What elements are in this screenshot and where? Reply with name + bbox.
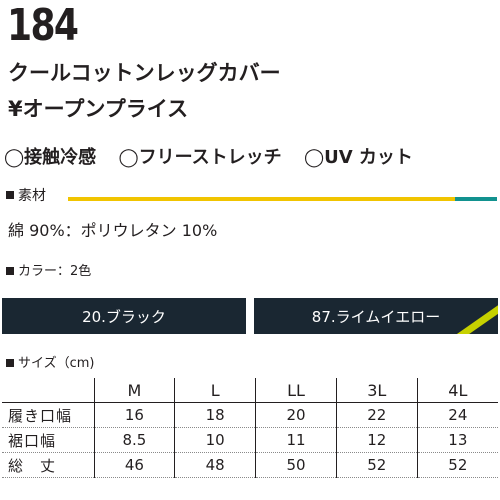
color-heading-label: カラー：2色 [18,264,92,279]
square-bullet-icon [6,191,14,199]
color-swatch-lime-yellow: 87.ライムイエロー [254,298,498,334]
table-cell: 16 [93,402,175,428]
feature-uv-cut: ◯UV カット [303,147,413,168]
color-swatch-black: 20.ブラック [2,298,246,334]
material-bar [68,197,497,201]
size-heading: サイズ（cm) [6,355,95,373]
table-cell: 8.5 [93,427,175,453]
table-cell: 50 [255,452,337,478]
square-bullet-icon [6,358,14,367]
feature-list: ◯接触冷感 ◯フリーストレッチ ◯UV カット [4,146,413,170]
material-bar-teal [455,197,497,201]
size-table-corner [2,378,94,403]
table-cell: 52 [416,452,498,478]
table-cell: 48 [174,452,256,478]
square-bullet-icon [6,266,14,275]
table-row: 裾口幅 8.5 10 11 12 13 [2,427,498,453]
product-name: クールコットンレッグカバー [8,61,281,85]
size-table: M L LL 3L 4L 履き口幅 16 18 20 22 24 裾口幅 8.5… [2,378,498,478]
table-row: 総 丈 46 48 50 52 52 [2,452,498,478]
material-heading-label: 素材 [18,188,46,204]
size-column-header: LL [255,378,337,403]
size-column-header: 4L [416,378,498,403]
row-label: 総 丈 [2,452,94,478]
table-cell: 52 [335,452,418,478]
size-heading-label: サイズ（cm) [18,356,95,371]
product-number: 184 [7,0,79,51]
table-cell: 24 [416,402,498,428]
table-cell: 20 [255,402,337,428]
lime-stripe-accent [457,298,498,334]
row-label: 履き口幅 [2,402,94,428]
material-bar-yellow [68,197,455,201]
table-cell: 10 [174,427,256,453]
material-heading: 素材 [6,186,46,206]
material-text: 綿 90%：ポリウレタン 10% [8,221,218,240]
table-cell: 46 [93,452,175,478]
table-cell: 11 [255,427,337,453]
table-cell: 12 [335,427,418,453]
table-cell: 13 [416,427,498,453]
color-swatch-label: 20.ブラック [82,307,166,326]
table-cell: 18 [174,402,256,428]
size-table-header-row: M L LL 3L 4L [2,378,498,403]
color-swatch-label: 87.ライムイエロー [311,307,441,326]
row-label: 裾口幅 [2,427,94,453]
size-column-header: L [174,378,256,403]
color-heading: カラー：2色 [6,263,91,281]
table-row: 履き口幅 16 18 20 22 24 [2,402,498,428]
size-column-header: M [93,378,175,403]
size-column-header: 3L [335,378,418,403]
table-cell: 22 [335,402,418,428]
product-price: ¥オープンプライス [8,97,189,121]
feature-cool-touch: ◯接触冷感 [4,147,97,168]
feature-free-stretch: ◯フリーストレッチ [118,147,282,168]
